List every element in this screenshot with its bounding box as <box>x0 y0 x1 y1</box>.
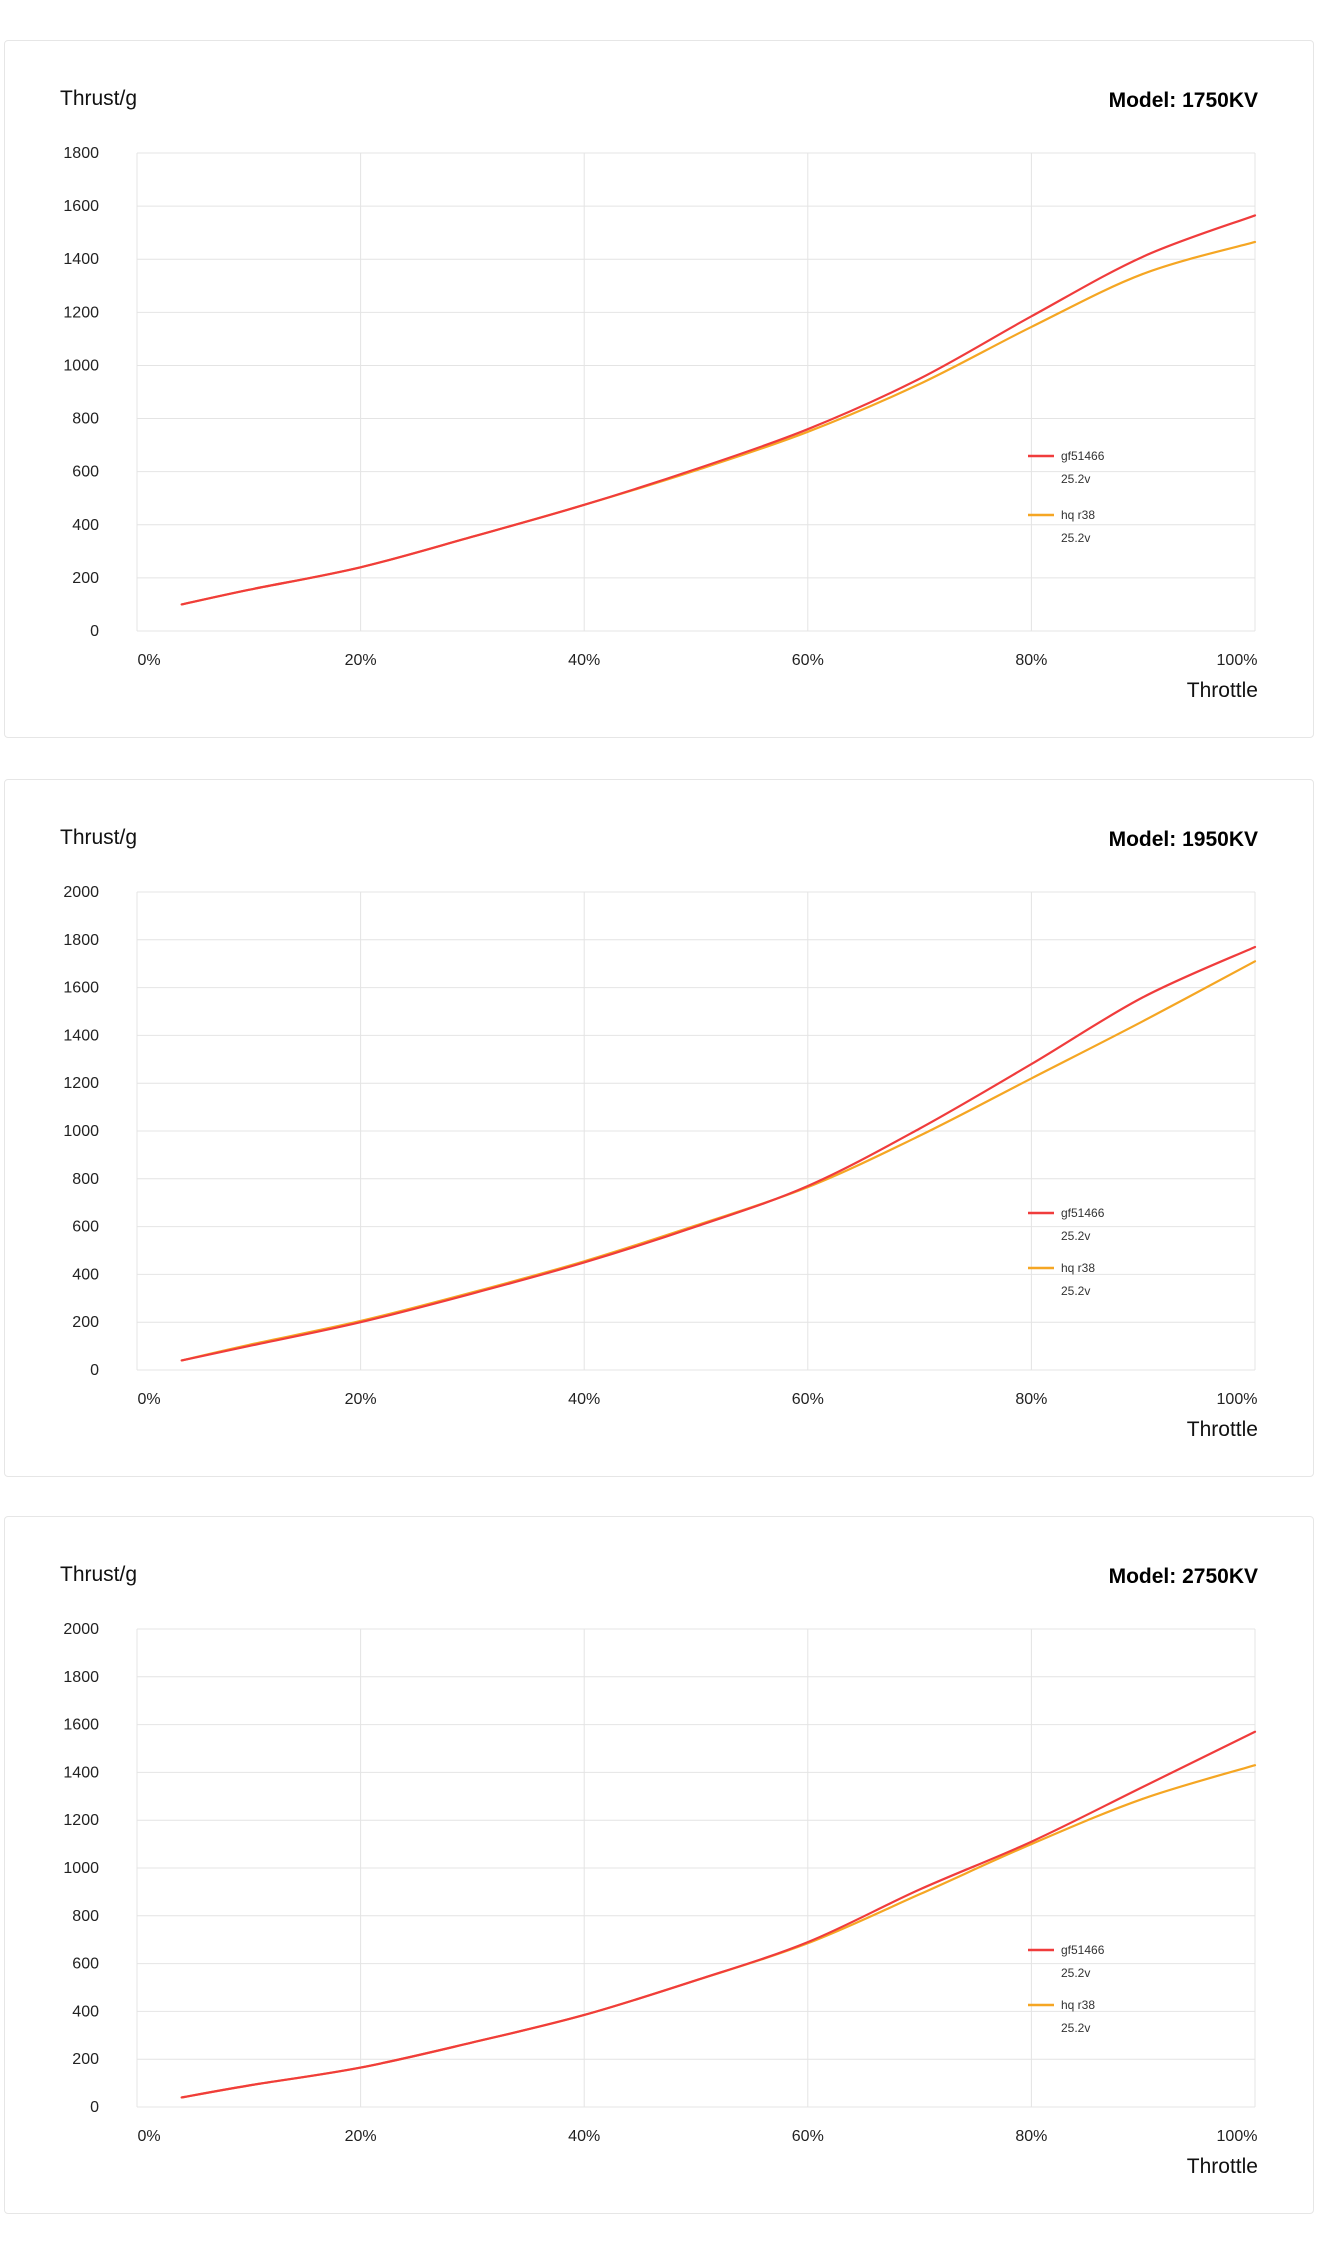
series-line-gf51466 <box>180 1730 1257 2099</box>
y-tick-label: 2000 <box>63 884 99 901</box>
y-tick-label: 2000 <box>63 1621 99 1638</box>
y-tick-label: 1600 <box>63 980 99 997</box>
series-line-hq-r38 <box>180 960 1257 1362</box>
y-tick-label: 0 <box>90 1362 99 1379</box>
legend-label: hq r38 <box>1061 1998 1095 2012</box>
y-tick-label: 1000 <box>63 357 99 374</box>
y-tick-label: 800 <box>72 411 99 428</box>
series-line-hq-r38 <box>180 240 1257 606</box>
y-tick-label: 1000 <box>63 1860 99 1877</box>
legend-sub-label: 25.2v <box>1061 1966 1090 1980</box>
x-tick-label: 0% <box>137 2128 160 2145</box>
y-tick-label: 800 <box>72 1171 99 1188</box>
x-tick-label: 20% <box>345 1391 377 1408</box>
x-tick-label: 100% <box>1217 2128 1258 2145</box>
y-tick-label: 1400 <box>63 1764 99 1781</box>
x-tick-label: 20% <box>345 2128 377 2145</box>
y-tick-label: 600 <box>72 464 99 481</box>
x-tick-label: 0% <box>137 1391 160 1408</box>
y-tick-label: 0 <box>90 623 99 640</box>
y-tick-label: 0 <box>90 2099 99 2116</box>
x-tick-label: 100% <box>1217 1391 1258 1408</box>
y-tick-label: 1200 <box>63 304 99 321</box>
chart-svg: 0 200 400 600 800 1000 1200 1400 1600 1800 2000 0% 2… <box>63 1621 1258 2145</box>
legend-label: gf51466 <box>1061 449 1105 463</box>
y-axis-title: Thrust/g <box>60 87 138 110</box>
legend-label: gf51466 <box>1061 1206 1105 1220</box>
chart-svg: 0 200 400 600 800 1000 1200 1400 1600 1800 2000 0% 2… <box>63 884 1258 1408</box>
y-tick-label: 1800 <box>63 145 99 162</box>
y-tick-label: 400 <box>72 517 99 534</box>
x-tick-label: 60% <box>792 652 824 669</box>
legend-sub-label: 25.2v <box>1061 531 1090 545</box>
y-tick-label: 200 <box>72 570 99 587</box>
y-tick-label: 800 <box>72 1908 99 1925</box>
legend-sub-label: 25.2v <box>1061 1284 1090 1298</box>
y-tick-label: 600 <box>72 1219 99 1236</box>
legend-sub-label: 25.2v <box>1061 1229 1090 1243</box>
chart-card-1950kv: 0 200 400 600 800 1000 1200 1400 1600 1800 2000 0% 2… <box>4 779 1314 1477</box>
x-tick-label: 60% <box>792 1391 824 1408</box>
x-tick-label: 80% <box>1015 1391 1047 1408</box>
x-tick-label: 0% <box>137 652 160 669</box>
y-tick-label: 200 <box>72 1314 99 1331</box>
y-tick-label: 1200 <box>63 1075 99 1092</box>
y-tick-label: 1600 <box>63 1717 99 1734</box>
x-tick-label: 40% <box>568 1391 600 1408</box>
y-tick-label: 1600 <box>63 198 99 215</box>
x-tick-label: 80% <box>1015 652 1047 669</box>
legend-label: gf51466 <box>1061 1943 1105 1957</box>
y-tick-label: 600 <box>72 1956 99 1973</box>
chart-title: Model: 2750KV <box>1108 1565 1258 1588</box>
legend-label: hq r38 <box>1061 508 1095 522</box>
y-tick-label: 1800 <box>63 932 99 949</box>
y-axis-title: Thrust/g <box>60 1563 138 1586</box>
y-tick-label: 1200 <box>63 1812 99 1829</box>
x-axis-title: Throttle <box>1186 679 1258 702</box>
y-tick-label: 1800 <box>63 1669 99 1686</box>
series-line-hq-r38 <box>180 1764 1257 2099</box>
chart-title: Model: 1950KV <box>1108 828 1258 851</box>
y-tick-label: 1000 <box>63 1123 99 1140</box>
x-axis-title: Throttle <box>1186 2155 1258 2178</box>
x-axis-title: Throttle <box>1186 1418 1258 1441</box>
legend-label: hq r38 <box>1061 1261 1095 1275</box>
chart-title: Model: 1750KV <box>1108 89 1258 112</box>
y-tick-label: 400 <box>72 2003 99 2020</box>
chart-svg: 0 200 400 600 800 1000 1200 1400 1600 1800 0% 20% 40… <box>63 145 1258 669</box>
chart-card-1750kv: 0 200 400 600 800 1000 1200 1400 1600 1800 0% 20% 40… <box>4 40 1314 738</box>
x-tick-label: 80% <box>1015 2128 1047 2145</box>
y-tick-label: 1400 <box>63 1027 99 1044</box>
y-tick-label: 1400 <box>63 251 99 268</box>
x-tick-label: 40% <box>568 2128 600 2145</box>
x-tick-label: 100% <box>1217 652 1258 669</box>
series-line-gf51466 <box>180 945 1257 1362</box>
series-line-gf51466 <box>180 214 1257 606</box>
chart-card-2750kv: 0 200 400 600 800 1000 1200 1400 1600 1800 2000 0% 2… <box>4 1516 1314 2214</box>
y-axis-title: Thrust/g <box>60 826 138 849</box>
x-tick-label: 60% <box>792 2128 824 2145</box>
legend-sub-label: 25.2v <box>1061 472 1090 486</box>
x-tick-label: 20% <box>345 652 377 669</box>
legend-sub-label: 25.2v <box>1061 2021 1090 2035</box>
y-tick-label: 200 <box>72 2051 99 2068</box>
x-tick-label: 40% <box>568 652 600 669</box>
y-tick-label: 400 <box>72 1266 99 1283</box>
